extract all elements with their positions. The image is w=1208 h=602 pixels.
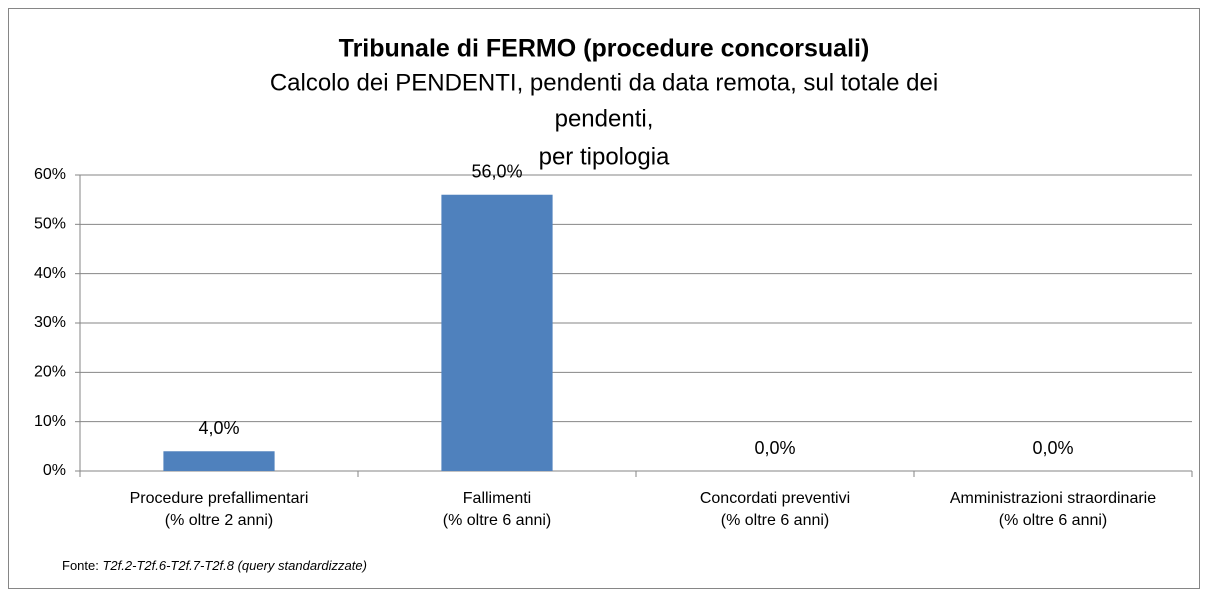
- value-label: 0,0%: [1032, 438, 1073, 458]
- x-tick-label: Amministrazioni straordinarie: [950, 490, 1156, 507]
- y-tick-label: 10%: [34, 413, 66, 430]
- source-label: Fonte:: [62, 558, 99, 573]
- plot-area: 0% 10% 20% 30% 40% 50% 60% Procedure prefallime…: [34, 161, 1193, 529]
- x-tick-label: (% oltre 6 anni): [443, 512, 552, 529]
- x-tick-label: (% oltre 6 anni): [999, 512, 1108, 529]
- x-tick-label: Procedure prefallimentari: [130, 490, 309, 507]
- y-tick-label: 40%: [34, 265, 66, 282]
- source-text: T2f.2-T2f.6-T2f.7-T2f.8 (query standardi…: [102, 558, 366, 573]
- chart-subtitle: per tipologia: [539, 143, 670, 170]
- bar: [441, 194, 553, 471]
- x-tick-label: Concordati preventivi: [700, 490, 850, 507]
- x-tick-label: (% oltre 6 anni): [721, 512, 830, 529]
- x-tick-label: Fallimenti: [463, 490, 531, 507]
- value-label: 0,0%: [754, 438, 795, 458]
- y-tick-label: 0%: [43, 462, 66, 479]
- chart-border: [8, 8, 1200, 589]
- x-tick-label: (% oltre 2 anni): [165, 512, 274, 529]
- bar: [163, 451, 275, 471]
- value-label: 56,0%: [471, 161, 522, 181]
- y-tick-label: 60%: [34, 166, 66, 183]
- chart-title: Tribunale di FERMO (procedure concorsual…: [339, 35, 870, 63]
- chart-subtitle: pendenti,: [555, 105, 654, 132]
- chart-subtitle: Calcolo dei PENDENTI, pendenti da data r…: [270, 69, 938, 96]
- y-tick-label: 30%: [34, 314, 66, 331]
- source: Fonte: T2f.2-T2f.6-T2f.7-T2f.8 (query st…: [62, 558, 367, 573]
- value-label: 4,0%: [198, 418, 239, 438]
- y-tick-label: 20%: [34, 364, 66, 381]
- y-tick-label: 50%: [34, 216, 66, 233]
